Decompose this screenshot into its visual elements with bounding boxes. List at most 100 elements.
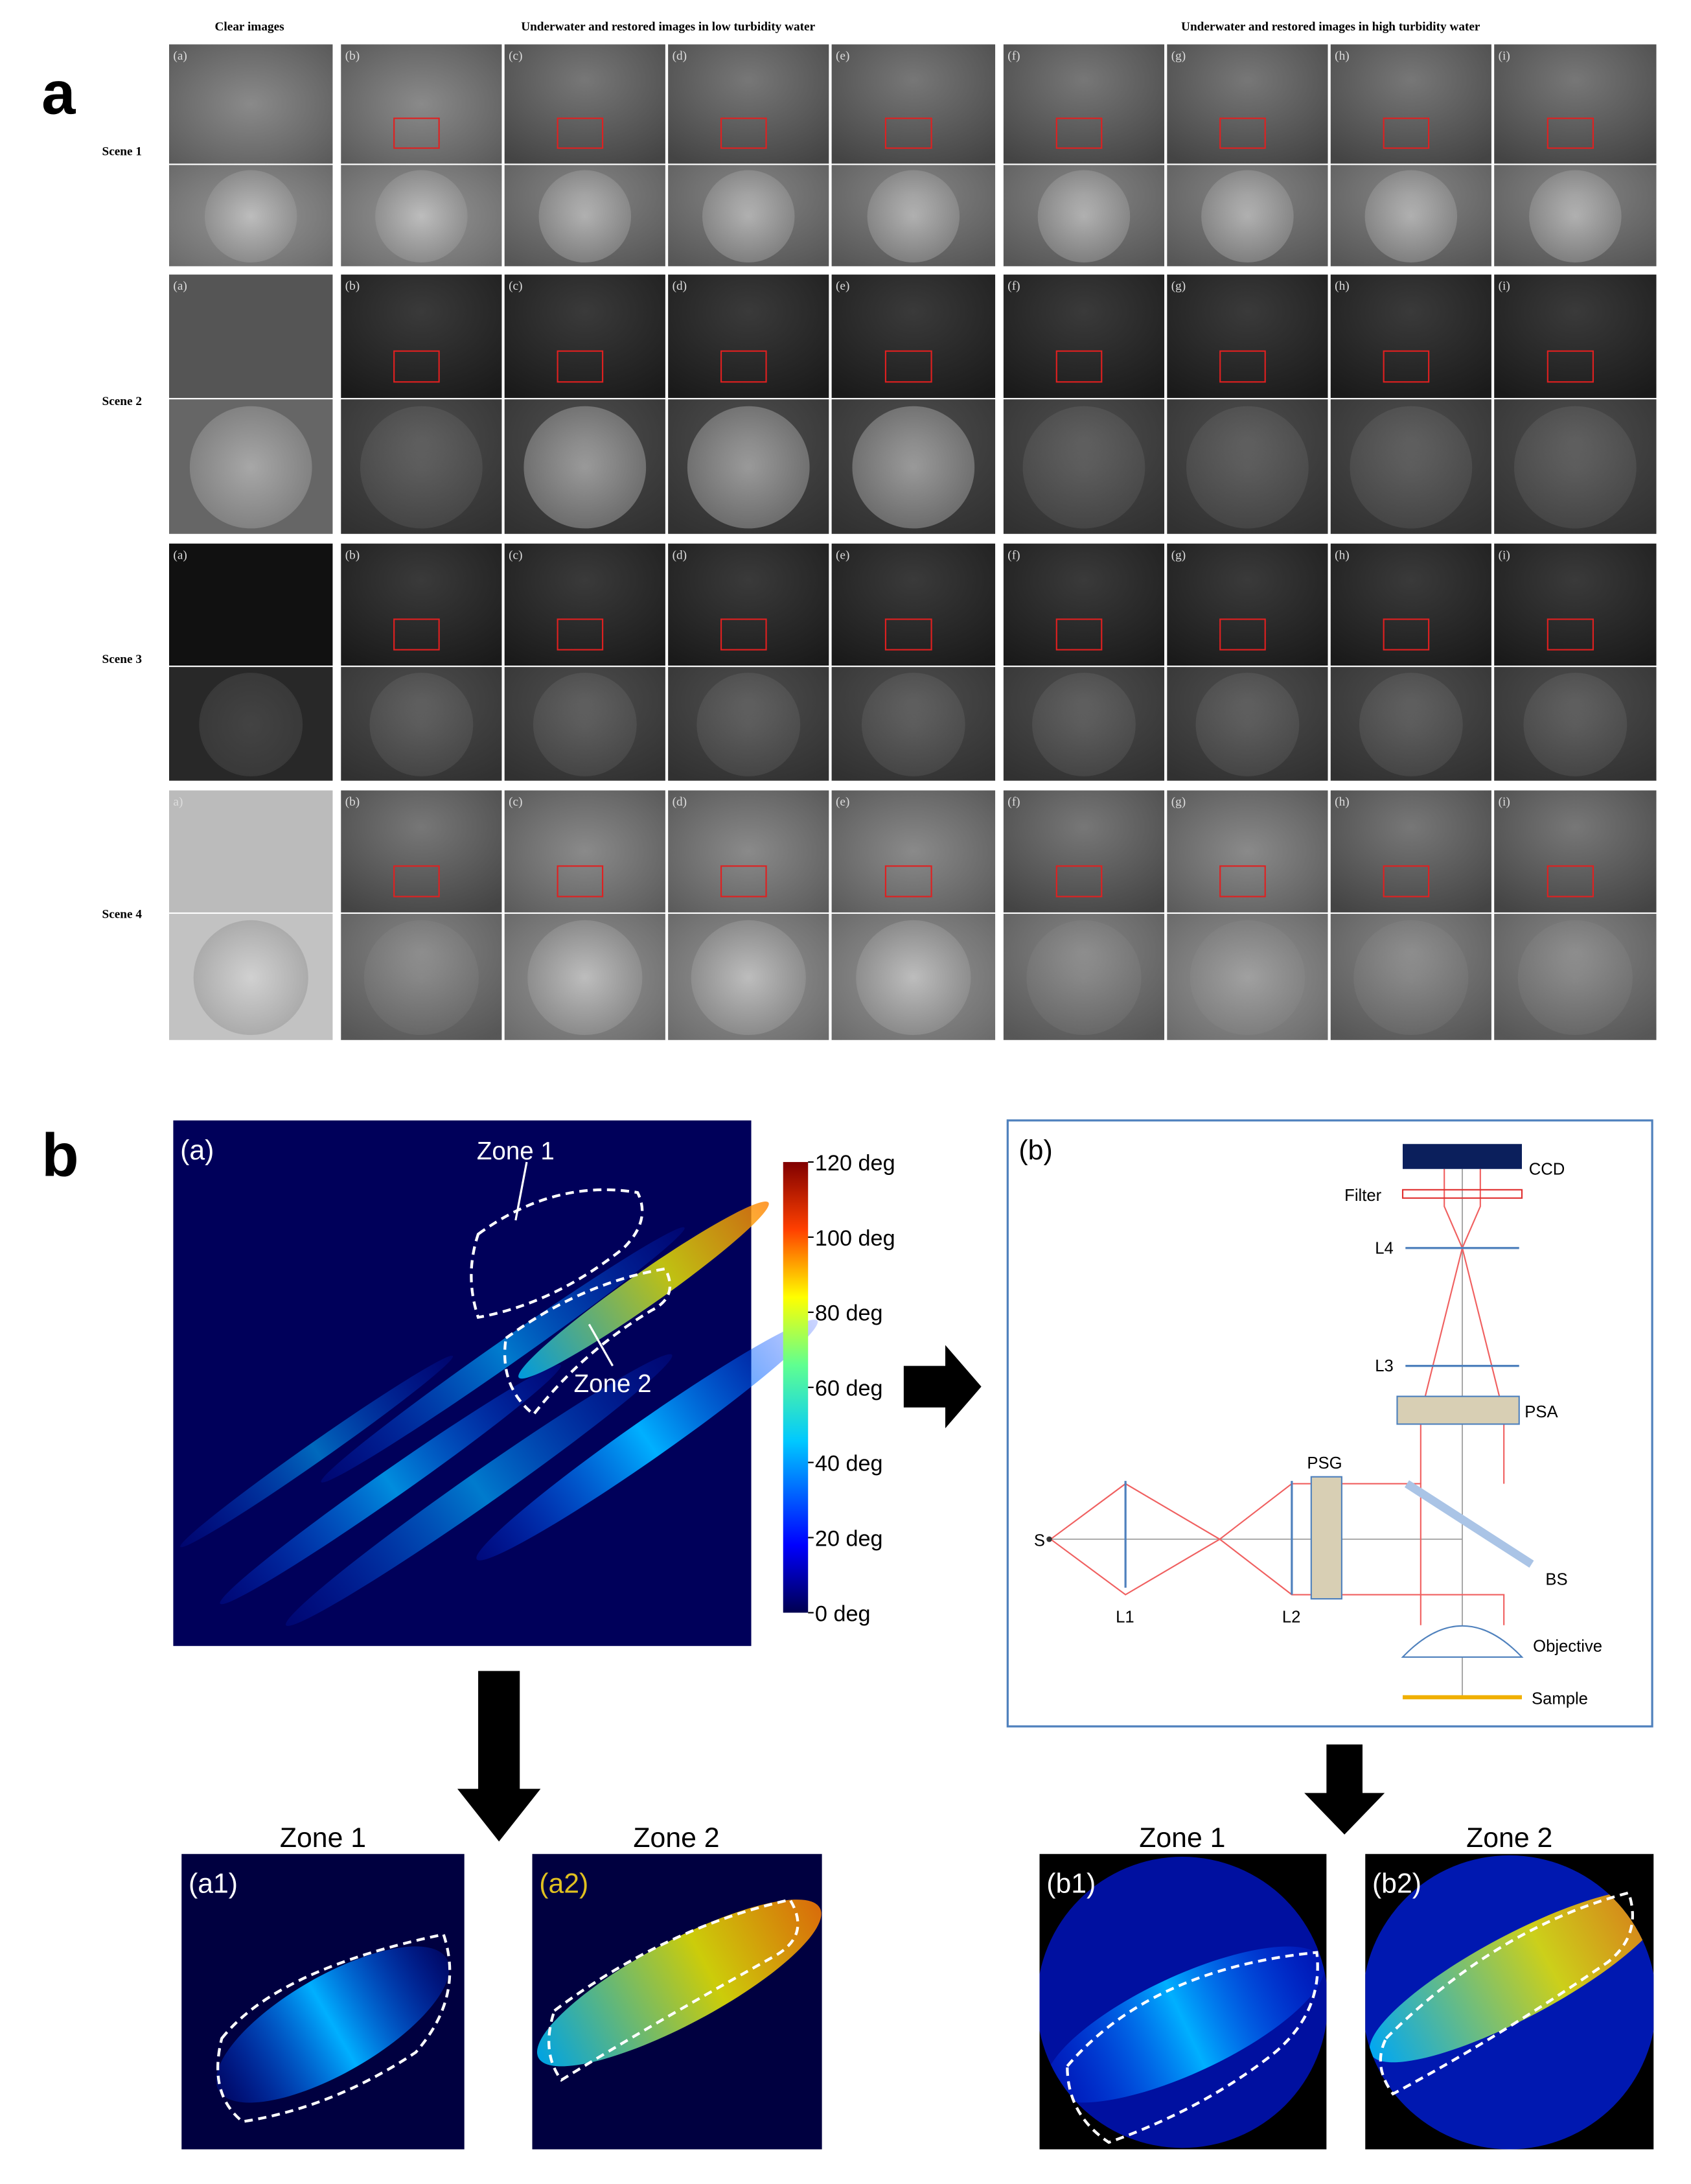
image-grid: Scene 1 (a) (b) (c) (d) (e) (f) (g) (h) (i) Scene …: [102, 44, 1657, 1040]
roi-box: [720, 618, 767, 651]
colorbar-label: 100 deg: [815, 1226, 895, 1251]
image-label: (a2): [539, 1868, 588, 1899]
tile-label: (a): [173, 49, 187, 63]
pointer: [588, 1323, 614, 1367]
zoom-title: Zone 1: [1139, 1822, 1225, 1853]
image-tile: [1003, 543, 1165, 666]
image-tile: [169, 543, 333, 666]
tile-label: (b): [345, 548, 360, 562]
object: [363, 920, 479, 1036]
tile-label: (d): [673, 795, 687, 809]
zone-outline: [503, 1267, 672, 1417]
optical-setup: (b) CCD Filter L4 L3 PSA PSG S L1 L2 BS …: [1006, 1119, 1653, 1728]
object: [1517, 920, 1633, 1036]
roi-box: [884, 350, 932, 383]
roi-box: [1219, 865, 1266, 898]
image-tile: [1330, 790, 1491, 912]
roi-box: [1547, 350, 1594, 383]
component-label: CCD: [1529, 1160, 1565, 1178]
image-tile: [1167, 543, 1328, 666]
object: [1523, 673, 1628, 776]
image-tile: [1167, 44, 1328, 164]
roi-box: [720, 865, 767, 898]
colorbar-label: 120 deg: [815, 1151, 895, 1176]
beam-splitter: [1404, 1480, 1534, 1568]
image-label: (b1): [1046, 1868, 1096, 1899]
roi-box: [1055, 350, 1103, 383]
image-tile: [1330, 44, 1491, 164]
image-tile: [169, 274, 333, 399]
scene-label: Scene 3: [102, 653, 142, 666]
pointer: [514, 1161, 528, 1221]
object: [193, 920, 308, 1036]
object: [199, 673, 303, 776]
image-tile: [341, 274, 502, 399]
tile-label: (b): [345, 795, 360, 809]
tile-label: (d): [673, 548, 687, 562]
scene-label: Scene 1: [102, 145, 142, 159]
image-tile: [1003, 274, 1165, 399]
roi-box: [1547, 618, 1594, 651]
object: [702, 170, 795, 263]
image-tile: [1167, 790, 1328, 912]
object: [189, 406, 312, 529]
tile-label: (f): [1007, 548, 1020, 562]
tile-label: (d): [673, 49, 687, 63]
object: [1195, 673, 1300, 776]
zoom-row: Zone 1 Zone 2 Zone 1 Zone 2 (a1) (a2) (b…: [181, 1822, 1657, 2150]
object: [1353, 920, 1469, 1036]
object: [1032, 673, 1136, 776]
tile-label: (c): [509, 279, 522, 293]
tile-label: (h): [1335, 279, 1349, 293]
roi-box: [1219, 117, 1266, 149]
image-label: (a1): [189, 1868, 238, 1899]
zone-label: Zone 2: [574, 1370, 652, 1398]
component-label: Objective: [1533, 1637, 1602, 1655]
image-tile: [831, 543, 996, 666]
tile-label: (b): [345, 49, 360, 63]
object: [1026, 920, 1142, 1036]
column-header: Underwater and restored images in low tu…: [521, 20, 815, 34]
object: [1364, 170, 1458, 263]
tile-label: (c): [509, 795, 522, 809]
component-label: BS: [1545, 1571, 1567, 1589]
image-tile: [1330, 543, 1491, 666]
object: [369, 673, 474, 776]
object: [1359, 673, 1463, 776]
zone-outline: [216, 1933, 452, 2123]
tile-label: (i): [1499, 548, 1510, 562]
zone-outline: [1066, 1951, 1319, 2144]
image-tile: [169, 44, 333, 164]
column-header: Clear images: [215, 20, 285, 34]
image-label: (b): [1018, 1135, 1052, 1166]
image-label: (a): [180, 1135, 214, 1166]
arrow: [457, 1671, 541, 1842]
image-tile: [341, 543, 502, 666]
object: [852, 406, 975, 529]
image-tile: [1494, 274, 1657, 399]
roi-box: [1383, 865, 1430, 898]
tile-label: (e): [836, 795, 849, 809]
object: [1514, 406, 1637, 529]
image-tile: [504, 44, 665, 164]
ccd: [1403, 1144, 1522, 1169]
roi-box: [1055, 865, 1103, 898]
psa: [1396, 1395, 1520, 1425]
objective: [1401, 1625, 1524, 1658]
tile-label: (g): [1171, 279, 1186, 293]
object: [867, 170, 960, 263]
colorbar-label: 0 deg: [815, 1601, 871, 1626]
image-tile: [341, 44, 502, 164]
roi-box: [393, 618, 440, 651]
image-tile: [831, 274, 996, 399]
object: [856, 920, 971, 1036]
roi-box: [1219, 618, 1266, 651]
tile-label: (h): [1335, 795, 1349, 809]
component-label: Sample: [1532, 1690, 1588, 1708]
component-label: S: [1034, 1532, 1045, 1550]
object: [360, 406, 483, 529]
component-label: L1: [1116, 1608, 1134, 1626]
object: [538, 170, 632, 263]
tile-label: (g): [1171, 795, 1186, 809]
